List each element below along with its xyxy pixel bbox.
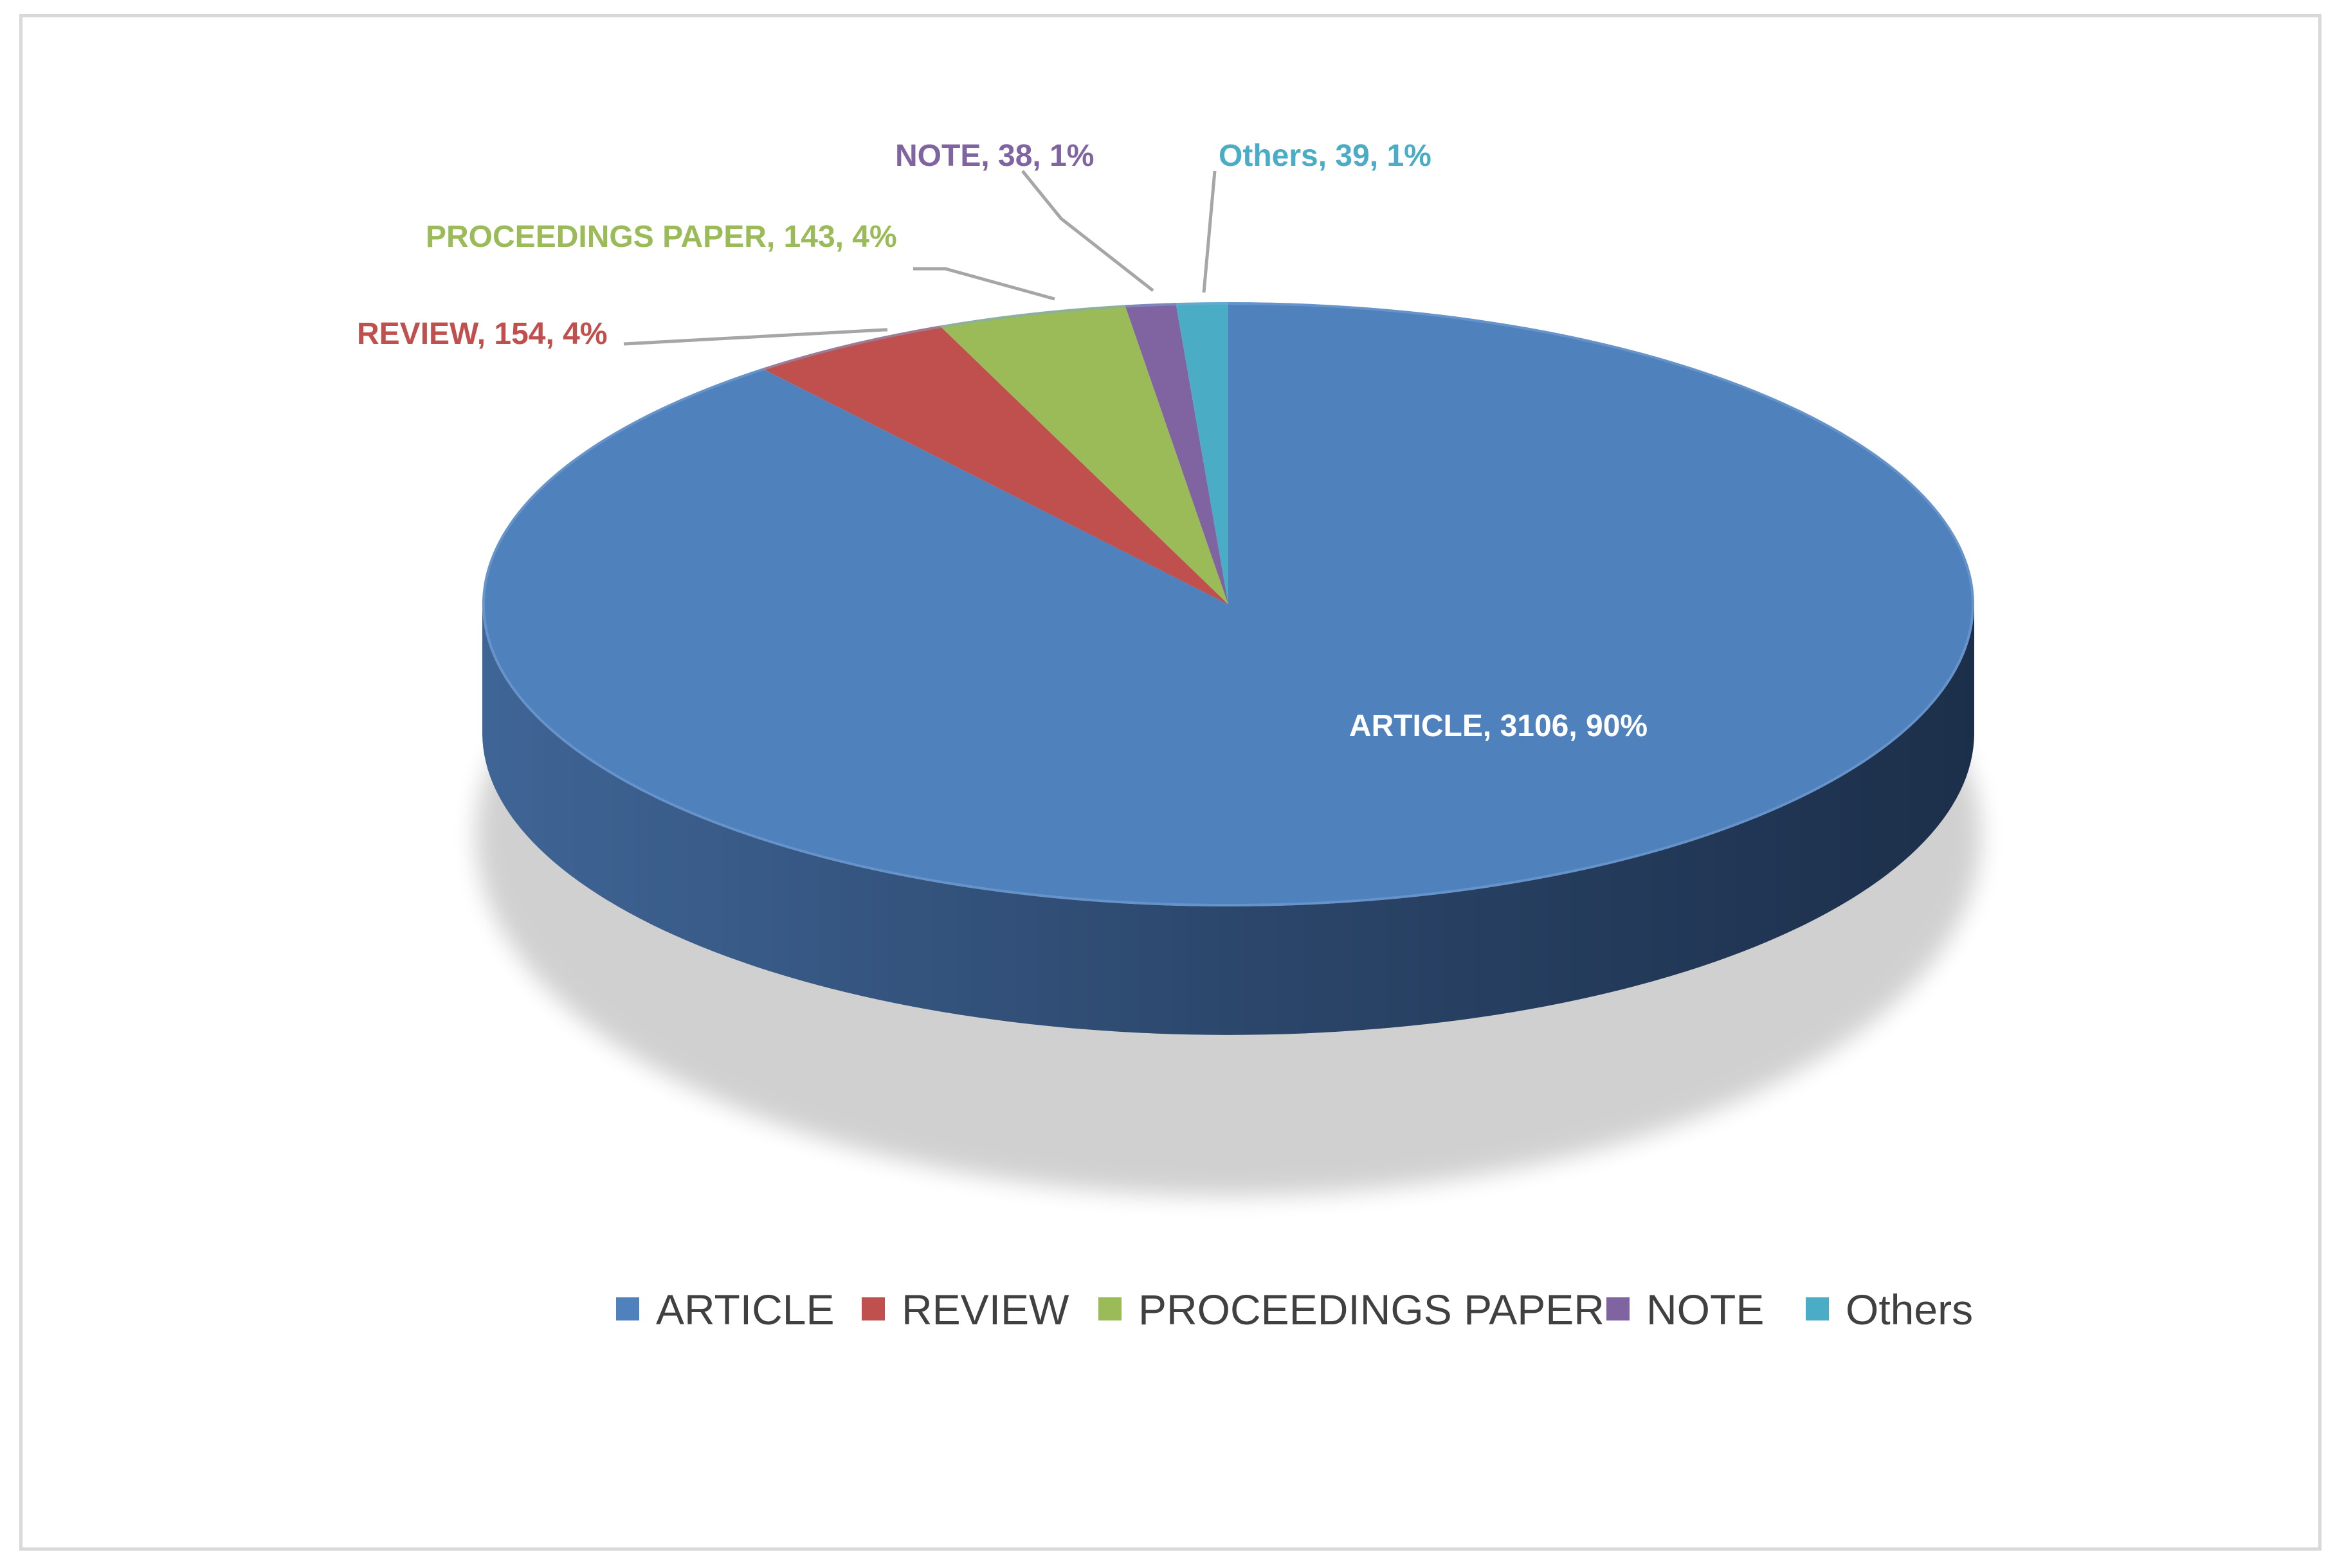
- legend-swatch-review: [862, 1297, 885, 1320]
- data-label-proceedings-paper: PROCEEDINGS PAPER, 143, 4%: [426, 220, 897, 254]
- pie-slice-proceedings-paper: [940, 305, 1228, 604]
- legend-label-review: REVIEW: [902, 1286, 1069, 1333]
- data-label-others: Others, 39, 1%: [1219, 139, 1431, 173]
- data-label-note: NOTE, 38, 1%: [895, 139, 1094, 173]
- leader-line-note: [1021, 170, 1154, 292]
- legend-swatch-proceedings-paper: [1098, 1297, 1122, 1320]
- legend-label-note: NOTE: [1646, 1286, 1764, 1333]
- leader-line-others: [1202, 170, 1217, 293]
- legend: ARTICLE REVIEW PROCEEDINGS PAPER NOTE Others: [616, 1286, 1973, 1333]
- legend-swatch-note: [1606, 1297, 1630, 1320]
- legend-label-article: ARTICLE: [656, 1286, 835, 1333]
- leader-line-proceedings-paper: [913, 267, 1055, 301]
- pie-top-highlight: [482, 302, 1974, 906]
- data-label-review: REVIEW, 154, 4%: [357, 317, 608, 351]
- legend-swatch-others: [1806, 1297, 1829, 1320]
- data-label-article: ARTICLE, 3106, 90%: [1349, 709, 1648, 743]
- leader-line-review: [623, 328, 887, 346]
- legend-label-proceedings-paper: PROCEEDINGS PAPER: [1138, 1286, 1604, 1333]
- pie-slice-note: [1125, 303, 1228, 604]
- pie-side: [482, 604, 1974, 1035]
- pie-slice-others: [1176, 302, 1228, 604]
- legend-swatch-article: [616, 1297, 639, 1320]
- legend-label-others: Others: [1846, 1286, 1973, 1333]
- pie-slice-review: [761, 325, 1228, 604]
